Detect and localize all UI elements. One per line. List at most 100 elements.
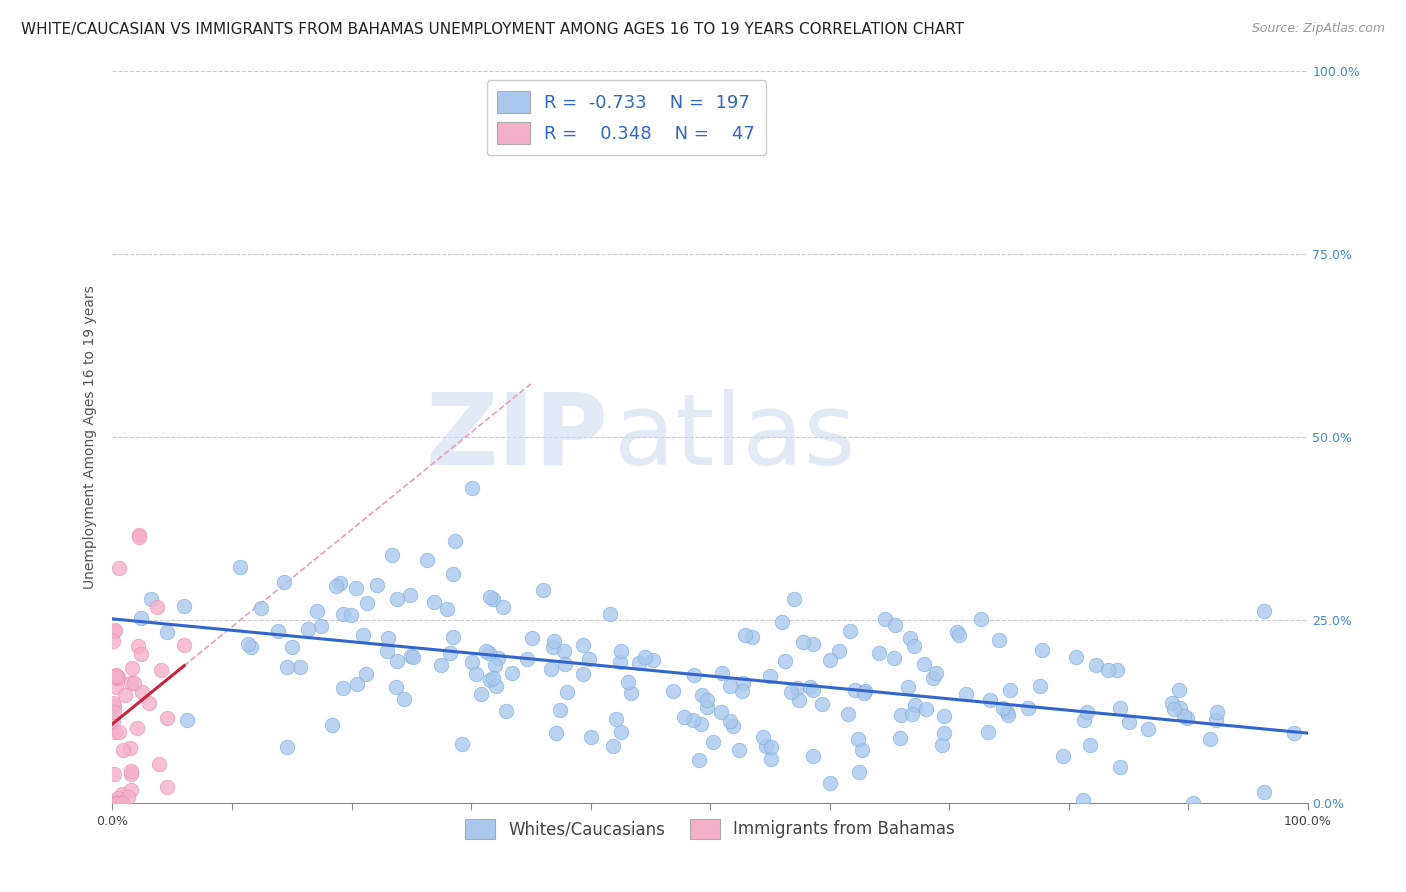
Point <box>309 619 332 633</box>
Point <box>770 615 793 629</box>
Point <box>138 696 160 710</box>
Point <box>555 685 578 699</box>
Point <box>1078 738 1101 752</box>
Point <box>354 666 377 681</box>
Point <box>873 612 896 626</box>
Point <box>121 661 143 675</box>
Point <box>602 739 624 753</box>
Point <box>1017 700 1039 714</box>
Point <box>478 591 501 605</box>
Point <box>931 739 953 753</box>
Point <box>948 628 970 642</box>
Point <box>240 640 263 654</box>
Point <box>103 706 125 720</box>
Point <box>786 681 808 695</box>
Point <box>488 651 510 665</box>
Point <box>741 630 763 644</box>
Point <box>839 624 862 638</box>
Point <box>801 636 824 650</box>
Point <box>734 628 756 642</box>
Point <box>128 528 150 542</box>
Point <box>377 631 399 645</box>
Point <box>673 710 696 724</box>
Point <box>969 612 991 626</box>
Point <box>111 743 134 757</box>
Point <box>288 659 311 673</box>
Point <box>682 668 704 682</box>
Point <box>461 481 484 495</box>
Point <box>901 707 924 722</box>
Point <box>399 588 422 602</box>
Point <box>236 637 259 651</box>
Point <box>543 640 565 654</box>
Point <box>688 753 710 767</box>
Point <box>352 628 374 642</box>
Point <box>682 714 704 728</box>
Point <box>868 646 890 660</box>
Point <box>955 687 977 701</box>
Point <box>616 674 638 689</box>
Point <box>837 706 859 721</box>
Point <box>156 780 179 794</box>
Point <box>520 632 543 646</box>
Point <box>890 707 912 722</box>
Point <box>846 732 869 747</box>
Point <box>346 677 368 691</box>
Point <box>101 696 124 710</box>
Point <box>470 687 492 701</box>
Point <box>727 743 749 757</box>
Point <box>122 675 145 690</box>
Point <box>731 676 754 690</box>
Point <box>131 684 153 698</box>
Point <box>548 703 571 717</box>
Point <box>464 666 486 681</box>
Point <box>267 624 290 638</box>
Point <box>1028 679 1050 693</box>
Point <box>1109 701 1132 715</box>
Point <box>479 673 502 687</box>
Point <box>384 680 406 694</box>
Point <box>553 644 575 658</box>
Point <box>1105 663 1128 677</box>
Point <box>101 714 124 728</box>
Point <box>801 748 824 763</box>
Point <box>387 654 409 668</box>
Point <box>731 684 754 698</box>
Point <box>634 650 657 665</box>
Point <box>1118 715 1140 730</box>
Point <box>820 775 842 789</box>
Point <box>852 686 875 700</box>
Point <box>702 735 724 749</box>
Point <box>932 709 955 723</box>
Point <box>484 657 506 672</box>
Point <box>176 713 198 727</box>
Point <box>250 601 273 615</box>
Point <box>366 578 388 592</box>
Point <box>752 731 775 745</box>
Point <box>1073 713 1095 727</box>
Point <box>692 688 714 702</box>
Point <box>339 608 361 623</box>
Point <box>620 686 643 700</box>
Point <box>801 682 824 697</box>
Point <box>988 633 1011 648</box>
Point <box>276 740 298 755</box>
Point <box>1253 785 1275 799</box>
Point <box>1168 683 1191 698</box>
Point <box>105 668 128 682</box>
Point <box>1253 604 1275 618</box>
Point <box>148 757 170 772</box>
Point <box>108 561 131 575</box>
Point <box>229 560 252 574</box>
Point <box>120 676 142 690</box>
Point <box>915 702 938 716</box>
Point <box>641 653 664 667</box>
Point <box>1175 711 1198 725</box>
Point <box>1173 709 1195 723</box>
Point <box>1282 726 1305 740</box>
Point <box>430 657 453 672</box>
Point <box>721 719 744 733</box>
Point <box>609 655 631 669</box>
Point <box>1076 705 1098 719</box>
Point <box>531 583 554 598</box>
